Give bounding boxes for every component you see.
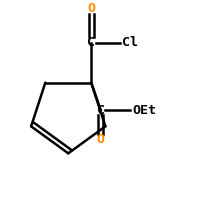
Text: C: C: [97, 104, 105, 117]
Text: Cl: Cl: [122, 36, 138, 49]
Text: C: C: [87, 36, 95, 49]
Text: OEt: OEt: [132, 104, 156, 117]
Text: O: O: [87, 2, 95, 15]
Text: O: O: [97, 133, 105, 146]
